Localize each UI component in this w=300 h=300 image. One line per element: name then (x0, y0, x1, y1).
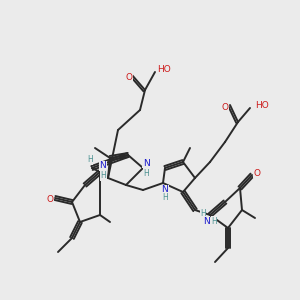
Text: H: H (100, 172, 106, 181)
Text: H: H (200, 209, 206, 218)
Text: N: N (142, 158, 149, 167)
Text: N: N (100, 161, 106, 170)
Text: H: H (162, 193, 168, 202)
Text: N: N (162, 185, 168, 194)
Text: O: O (254, 169, 260, 178)
Text: O: O (221, 103, 229, 112)
Text: HO: HO (157, 64, 171, 74)
Text: H: H (87, 155, 93, 164)
Text: HO: HO (255, 101, 269, 110)
Text: N: N (202, 217, 209, 226)
Text: O: O (46, 196, 53, 205)
Text: H: H (143, 169, 149, 178)
Text: H: H (211, 217, 217, 226)
Text: O: O (125, 73, 133, 82)
